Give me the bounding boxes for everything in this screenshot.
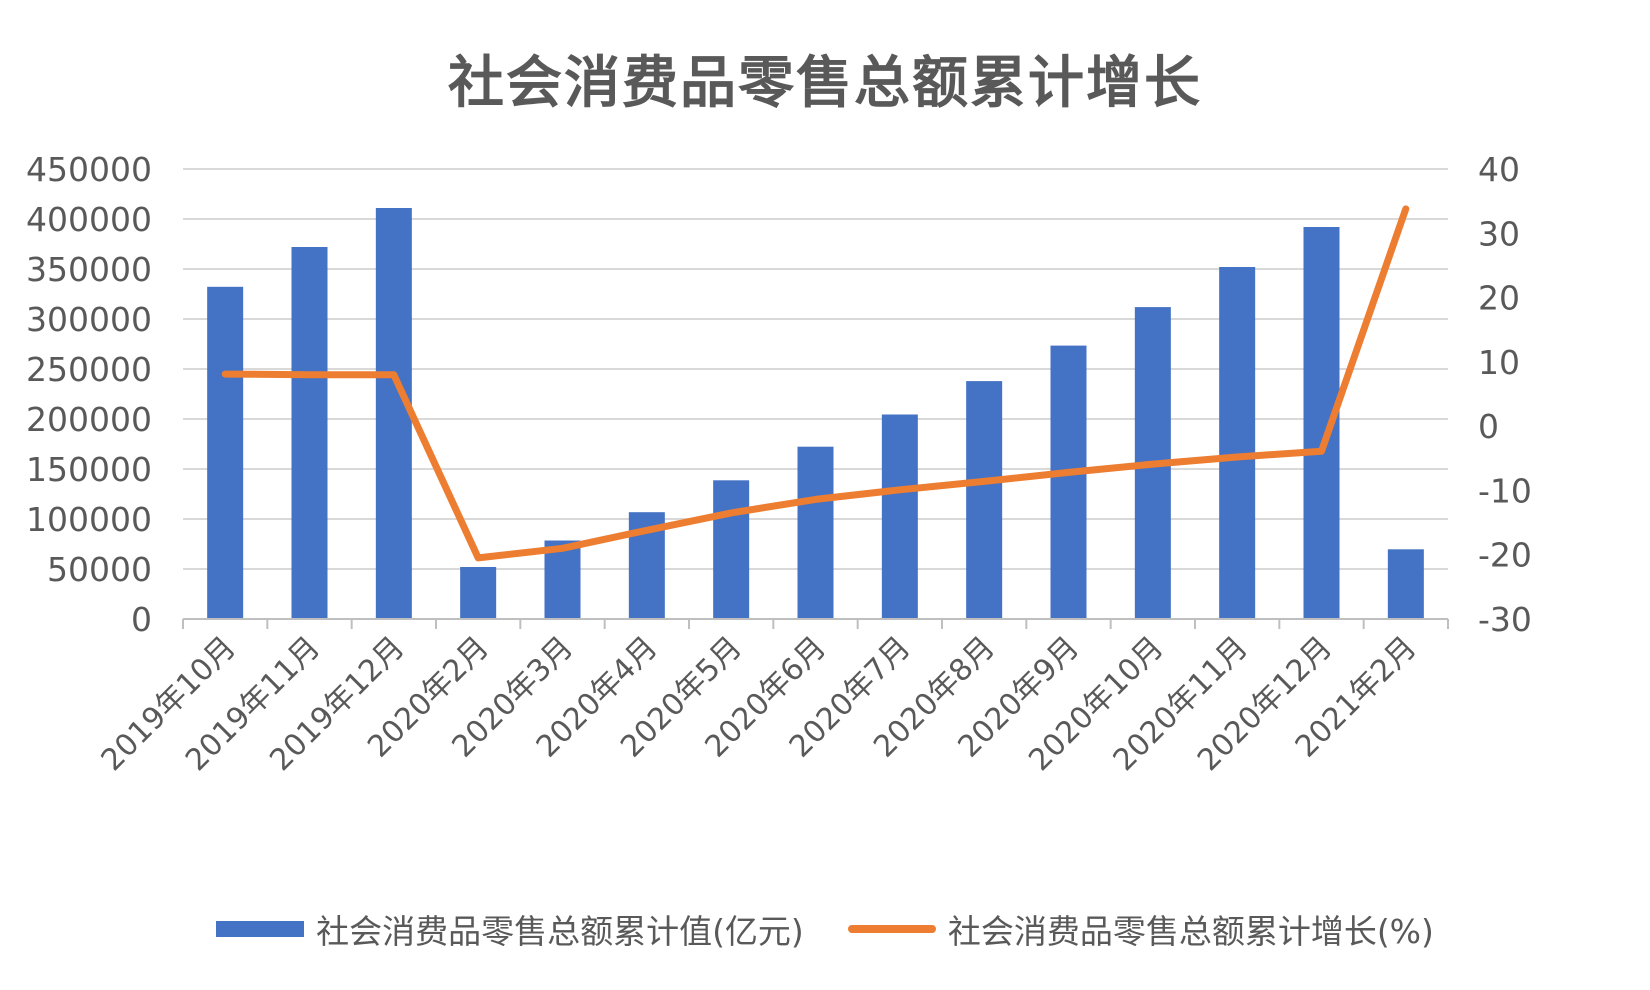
bar-series — [207, 208, 1424, 619]
right-axis-tick-label: 20 — [1478, 279, 1520, 318]
right-axis-tick-label: 0 — [1478, 407, 1499, 446]
chart-plot: 0 50000 100000 150000 200000 250000 300000 3500… — [26, 150, 1532, 778]
left-axis-labels: 0 50000 100000 150000 200000 250000 300000 3500… — [26, 150, 152, 639]
legend-line-swatch — [847, 925, 936, 933]
left-axis-tick-label: 0 — [131, 600, 152, 639]
x-axis-labels: 2019年10月2019年11月2019年12月2020年2月2020年3月20… — [95, 630, 1424, 778]
legend-bar-swatch — [216, 921, 305, 937]
bar — [291, 247, 328, 619]
right-axis-tick-label: -30 — [1478, 600, 1532, 639]
line-point — [1151, 463, 1154, 466]
line-point — [814, 498, 817, 501]
line-point — [983, 480, 986, 483]
line-point — [1236, 456, 1239, 458]
bar — [797, 446, 834, 619]
line-point — [1067, 471, 1070, 474]
right-axis-tick-label: -10 — [1478, 471, 1532, 510]
bar — [1387, 549, 1424, 619]
bar — [713, 480, 750, 619]
line-point — [1404, 207, 1407, 210]
left-axis-tick-label: 250000 — [26, 350, 152, 389]
left-axis-tick-label: 400000 — [26, 200, 152, 239]
left-axis-tick-label: 100000 — [26, 500, 152, 539]
line-point — [645, 529, 648, 532]
line-point — [1320, 450, 1323, 453]
line-point — [224, 373, 227, 376]
bar — [966, 381, 1003, 619]
bar — [1219, 267, 1256, 619]
left-axis-tick-label: 50000 — [47, 550, 152, 589]
right-axis-tick-label: -20 — [1478, 536, 1532, 575]
bar — [881, 414, 918, 619]
legend-item-bars[interactable]: 社会消费品零售总额累计值(亿元) — [216, 905, 804, 953]
line-point — [561, 547, 564, 550]
line-point — [392, 373, 395, 376]
left-axis-tick-label: 200000 — [26, 400, 152, 439]
axes — [182, 618, 1449, 629]
right-axis-tick-label: 30 — [1478, 214, 1520, 253]
left-axis-tick-label: 300000 — [26, 300, 152, 339]
right-axis-labels: -30 -20 -10 0 10 20 30 40 — [1478, 150, 1532, 639]
line-point — [308, 373, 311, 376]
line-point — [898, 488, 901, 491]
left-axis-tick-label: 450000 — [26, 150, 152, 189]
left-axis-tick-label: 350000 — [26, 250, 152, 289]
left-axis-tick-label: 150000 — [26, 450, 152, 489]
bar — [207, 286, 244, 619]
right-axis-tick-label: 40 — [1478, 150, 1520, 189]
bar — [375, 208, 412, 619]
line-series — [221, 205, 1410, 562]
line-point — [730, 511, 733, 514]
legend: 社会消费品零售总额累计值(亿元) 社会消费品零售总额累计增长(%) — [0, 905, 1650, 953]
bar — [460, 567, 497, 619]
chart-title: 社会消费品零售总额累计增长 — [448, 51, 1202, 116]
legend-bar-label: 社会消费品零售总额累计值(亿元) — [316, 912, 804, 951]
bar — [1050, 345, 1087, 619]
legend-line-label: 社会消费品零售总额累计增长(%) — [947, 912, 1434, 951]
right-axis-tick-label: 10 — [1478, 343, 1520, 382]
bar — [544, 540, 581, 619]
legend-item-line[interactable]: 社会消费品零售总额累计增长(%) — [847, 905, 1434, 953]
line-point — [477, 556, 480, 559]
